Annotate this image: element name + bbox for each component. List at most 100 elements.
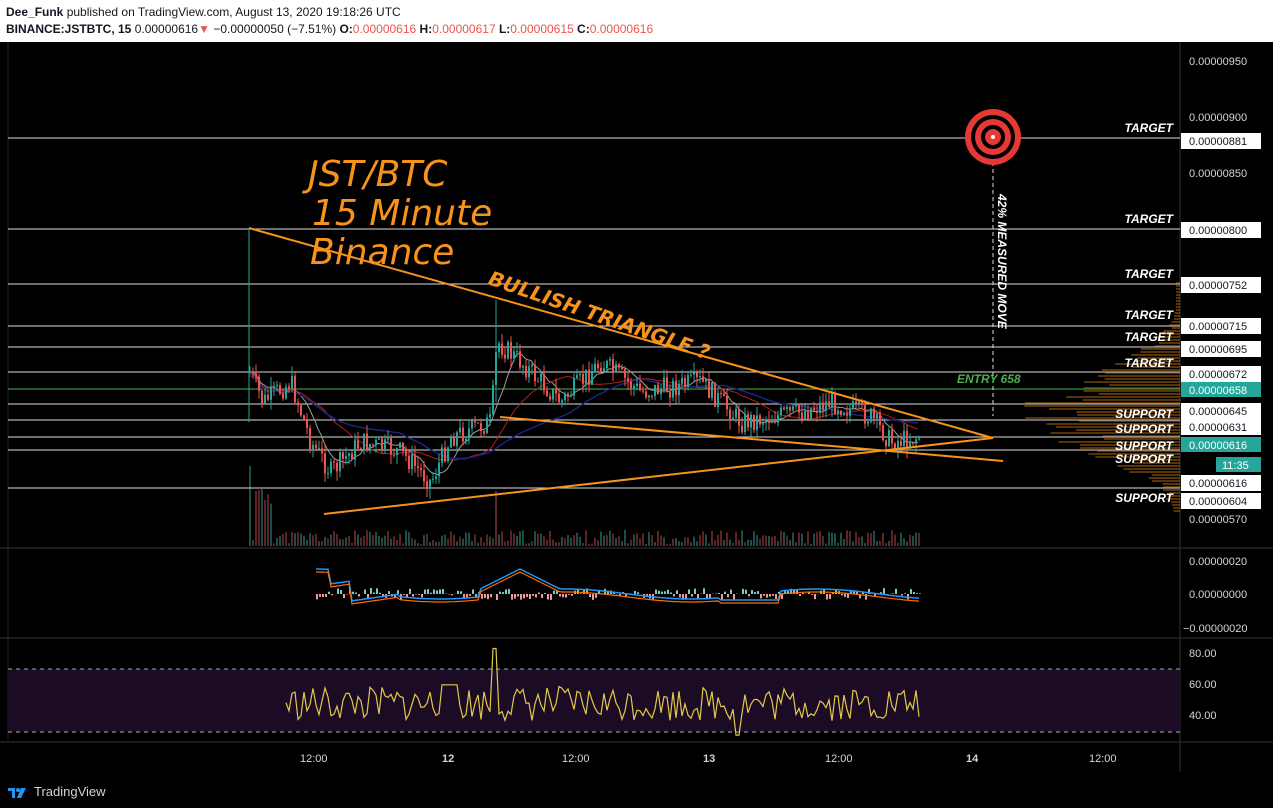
price-level-box — [1181, 133, 1261, 149]
volume-bar — [366, 530, 368, 546]
candle-body — [726, 396, 728, 410]
volume-bar — [564, 537, 566, 546]
volume-bar — [822, 536, 824, 546]
volume-bar — [297, 532, 299, 546]
macd-hist-bar — [592, 594, 594, 600]
level-label: TARGET — [1125, 212, 1175, 226]
volume-profile-bar — [1140, 351, 1180, 353]
price-level-box — [1181, 366, 1261, 382]
volume-bar — [876, 541, 878, 546]
volume-profile-bar — [1088, 453, 1180, 455]
macd-hist-bar — [787, 591, 789, 594]
candle-body — [342, 452, 344, 459]
volume-profile-bar — [1154, 345, 1180, 347]
candle-body — [843, 413, 845, 415]
candle-body — [522, 365, 524, 368]
volume-bar — [801, 533, 803, 546]
macd-hist-bar — [682, 594, 684, 600]
macd-hist-bar — [793, 589, 795, 594]
candle-body — [303, 415, 305, 420]
candle-body — [831, 393, 833, 408]
candle-body — [321, 448, 323, 454]
price-chart[interactable]: 42% MEASURED MOVE JST/BTC 15 Minute Bina… — [0, 42, 1273, 776]
volume-bar — [348, 535, 350, 546]
volume-bar — [390, 538, 392, 546]
volume-bar — [336, 533, 338, 546]
macd-hist-bar — [451, 594, 453, 596]
volume-bar — [579, 536, 581, 546]
entry-label: ENTRY 658 — [957, 372, 1021, 386]
volume-bar — [879, 540, 881, 546]
wedge-line[interactable] — [499, 416, 1004, 462]
volume-bar — [513, 533, 515, 546]
time-tick: 12:00 — [825, 753, 853, 765]
candle-body — [915, 439, 917, 444]
candle-body — [618, 364, 620, 368]
candle-body — [801, 412, 803, 420]
volume-bar — [723, 540, 725, 546]
volume-profile-bar — [1123, 468, 1180, 470]
macd-hist-bar — [772, 594, 774, 596]
high-value: 0.00000617 — [432, 22, 496, 36]
volume-profile-bar — [1098, 393, 1180, 395]
candle-body — [546, 390, 548, 397]
volume-profile-bar — [1137, 357, 1180, 359]
candle-body — [591, 372, 593, 385]
volume-bar — [897, 542, 899, 546]
countdown-box — [1216, 457, 1261, 472]
price-axis-labels: 0.00000881 0.00000800 0.00000752 0.00000715… — [1181, 133, 1261, 509]
macd-hist-bar — [859, 594, 861, 599]
price-level-box — [1181, 277, 1261, 293]
last-price: 0.00000616 — [134, 22, 199, 36]
volume-bar — [267, 494, 269, 546]
volume-profile-bar — [1025, 417, 1180, 419]
candle-body — [423, 470, 425, 482]
volume-bar — [504, 541, 506, 546]
volume-bar — [735, 531, 737, 546]
volume-bar — [645, 543, 647, 546]
volume-bar — [357, 534, 359, 546]
candle-body — [315, 444, 317, 449]
triangle-drawing[interactable] — [248, 227, 1004, 515]
candle-body — [507, 342, 509, 359]
candle-body — [597, 363, 599, 368]
candle-body — [348, 453, 350, 457]
volume-bar — [672, 538, 674, 546]
level-label: SUPPORT — [1115, 407, 1174, 421]
macd-hist-bar — [340, 589, 342, 594]
candle-body — [426, 481, 428, 489]
candle-body — [906, 430, 908, 449]
macd-hist-bar — [841, 594, 843, 596]
volume-profile-bar — [1076, 411, 1180, 413]
volume-bar — [441, 535, 443, 546]
volume-bar — [855, 531, 857, 546]
volume-profile-bar — [1151, 480, 1180, 482]
volume-bar — [633, 534, 635, 546]
tradingview-logo[interactable]: TradingView — [8, 784, 106, 799]
volume-bar — [888, 540, 890, 546]
macd-hist-bar — [784, 589, 786, 594]
triangle-upper-line[interactable] — [248, 227, 994, 439]
macd-hist-bar — [895, 588, 897, 594]
volume-bar — [273, 543, 275, 546]
volume-bar — [411, 538, 413, 546]
macd-hist-bar — [538, 592, 540, 594]
candle-body — [882, 425, 884, 441]
volume-bar — [552, 539, 554, 546]
candle-body — [471, 419, 473, 429]
candle-body — [381, 438, 383, 450]
author-name[interactable]: Dee_Funk — [6, 5, 64, 19]
price-axis[interactable]: 0.00000950 0.00000900 0.00000850 0.00000… — [1189, 56, 1247, 526]
time-axis[interactable]: 12:00 12 12:00 13 12:00 14 12:00 — [300, 753, 1117, 765]
symbol-label[interactable]: BINANCE:JSTBTC, 15 — [6, 22, 132, 36]
candle-body — [300, 405, 302, 416]
volume-bar — [519, 531, 521, 546]
macd-hist-bar — [853, 591, 855, 594]
target-icon[interactable] — [965, 109, 1021, 165]
volume-bar — [570, 537, 572, 546]
volume-profile-bar — [1163, 489, 1180, 491]
price-level-text: 0.00000616 — [1189, 478, 1247, 490]
volume-bar — [726, 532, 728, 546]
macd-hist-bar — [586, 588, 588, 594]
candle-body — [555, 388, 557, 394]
